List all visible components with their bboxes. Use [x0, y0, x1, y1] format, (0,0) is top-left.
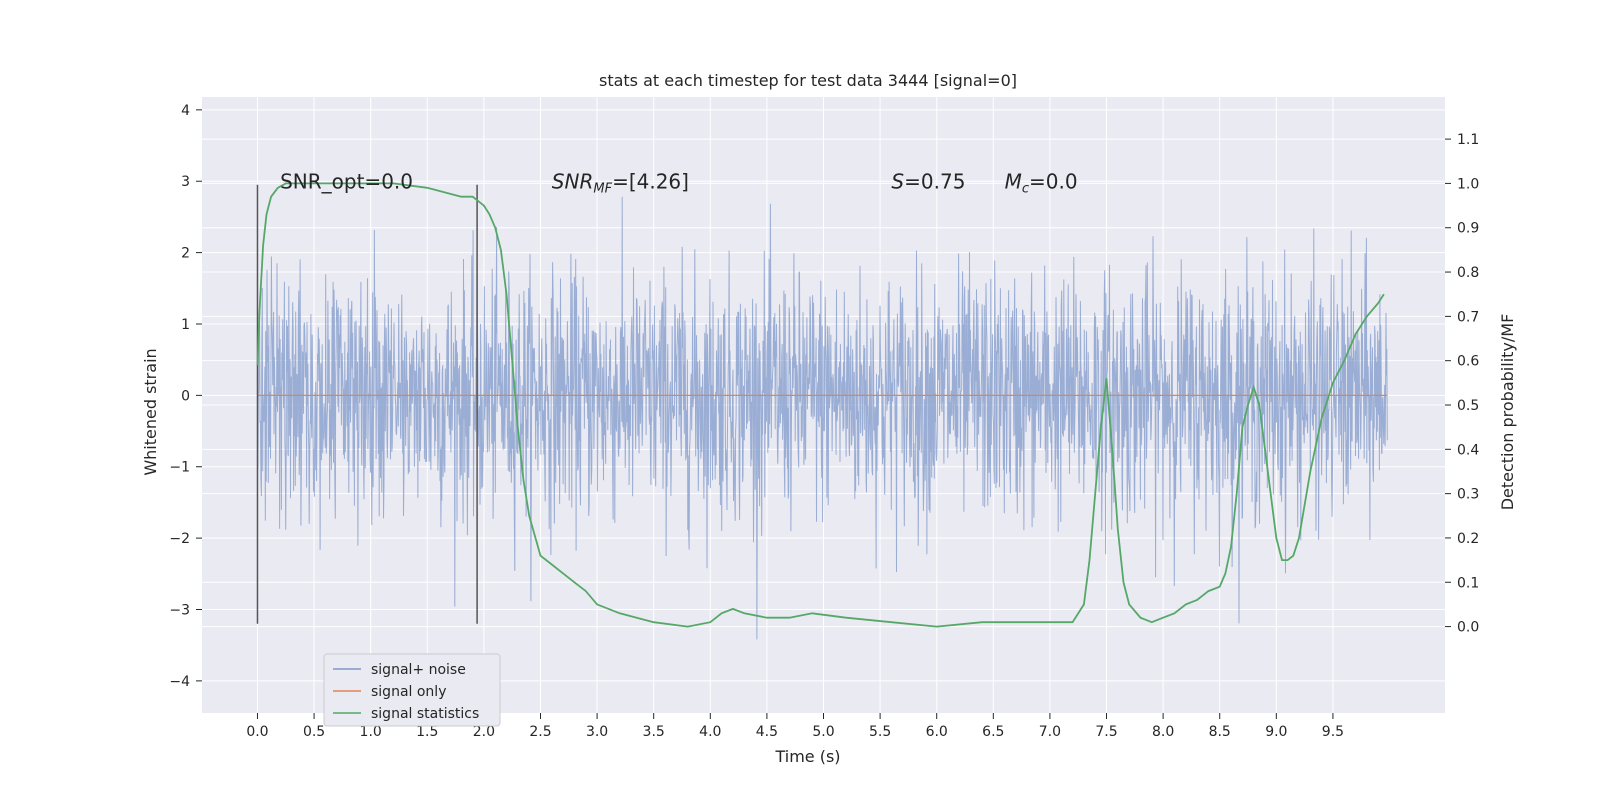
series-signal-statistics — [256, 182, 1385, 628]
y-tick-label: 0 — [181, 388, 190, 404]
x-tick-label: 4.5 — [756, 724, 778, 740]
legend-label-signal-statistics: signal statistics — [371, 706, 479, 722]
noise-trace — [257, 196, 1388, 640]
x-tick-label: 6.5 — [982, 724, 1004, 740]
x-axis: 0.0 0.5 1.0 1.5 2.0 2.5 3.0 3.5 4.0 4.5 5.0 5.5 6.0 6… — [246, 713, 1344, 740]
x-tick-label: 2.0 — [473, 724, 495, 740]
y2-tick-label: 0.4 — [1457, 442, 1479, 458]
x-tick-label: 0.5 — [303, 724, 325, 740]
legend-label-signal-only: signal only — [371, 684, 446, 700]
y2-tick-label: 0.5 — [1457, 398, 1479, 414]
x-tick-label: 4.0 — [699, 724, 721, 740]
y-tick-label: −3 — [169, 603, 190, 619]
x-tick-label: 3.5 — [643, 724, 665, 740]
vertical-markers — [256, 184, 478, 624]
y-tick-label: 4 — [181, 103, 190, 119]
x-tick-label: 2.5 — [529, 724, 551, 740]
y-tick-label: −1 — [169, 460, 190, 476]
y2-tick-label: 0.3 — [1457, 487, 1479, 503]
y2-tick-label: 0.2 — [1457, 531, 1479, 547]
y-tick-label: −2 — [169, 531, 190, 547]
annotation-3: Mc=0.0 — [1005, 169, 1078, 196]
y-axis-right: 1.1 1.0 0.9 0.8 0.7 0.6 0.5 0.4 0.3 0.2 0.1 0.0 — [1445, 132, 1479, 636]
y2-tick-label: 0.9 — [1457, 221, 1479, 237]
y-axis-label: Whitened strain — [141, 348, 160, 475]
chart-title: stats at each timestep for test data 344… — [599, 71, 1017, 90]
y-tick-label: 1 — [181, 317, 190, 333]
x-tick-label: 3.0 — [586, 724, 608, 740]
y2-tick-label: 0.0 — [1457, 620, 1479, 636]
y2-tick-label: 1.1 — [1457, 132, 1479, 148]
x-tick-label: 5.5 — [869, 724, 891, 740]
x-axis-label: Time (s) — [774, 747, 840, 766]
annotation-2: S=0.75 — [891, 169, 965, 193]
y2-tick-label: 0.7 — [1457, 309, 1479, 325]
signal-statistics-line — [256, 182, 1385, 628]
x-tick-label: 8.5 — [1209, 724, 1231, 740]
x-tick-label: 1.5 — [416, 724, 438, 740]
y-tick-label: 3 — [181, 174, 190, 190]
y-tick-label: 2 — [181, 246, 190, 262]
x-tick-label: 0.0 — [246, 724, 268, 740]
x-tick-label: 7.5 — [1095, 724, 1117, 740]
legend-frame — [323, 653, 501, 727]
y2-axis-label: Detection probability/MF — [1498, 314, 1517, 511]
y2-tick-label: 1.0 — [1457, 176, 1479, 192]
annotations: SNR_opt=0.0 SNRMF=[4.26] S=0.75 Mc=0.0 — [280, 169, 1078, 196]
legend-label-signal-noise: signal+ noise — [371, 662, 466, 678]
annotation-0: SNR_opt=0.0 — [280, 169, 413, 193]
x-tick-label: 6.0 — [926, 724, 948, 740]
y-axis-left: 4 3 2 1 0 −1 −2 −3 −4 — [169, 103, 202, 690]
x-tick-label: 1.0 — [360, 724, 382, 740]
x-tick-label: 8.0 — [1152, 724, 1174, 740]
x-tick-label: 5.0 — [812, 724, 834, 740]
x-tick-label: 9.5 — [1322, 724, 1344, 740]
y2-tick-label: 0.6 — [1457, 354, 1479, 370]
y2-tick-label: 0.8 — [1457, 265, 1479, 281]
x-tick-label: 7.0 — [1039, 724, 1061, 740]
y2-tick-label: 0.1 — [1457, 575, 1479, 591]
annotation-1: SNRMF=[4.26] — [552, 169, 689, 196]
x-tick-label: 9.0 — [1265, 724, 1287, 740]
legend: signal+ noise signal only signal statist… — [323, 653, 501, 727]
series-signal-noise — [257, 196, 1388, 640]
y-tick-label: −4 — [169, 674, 190, 690]
